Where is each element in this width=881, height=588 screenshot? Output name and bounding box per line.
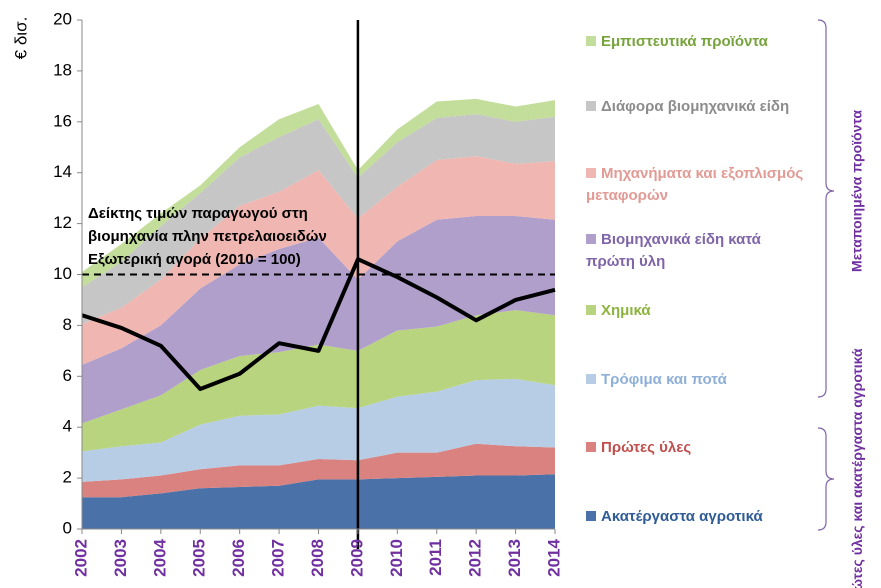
x-tick-label: 2012	[466, 539, 485, 577]
x-tick-label: 2014	[544, 538, 563, 576]
y-axis-label: € δισ.	[11, 17, 30, 60]
legend-label: Εμπιστευτικά προϊόντα	[601, 33, 768, 50]
legend-label: Χημικά	[601, 302, 651, 319]
x-tick-label: 2007	[269, 539, 288, 577]
legend-swatch	[586, 101, 596, 111]
legend-swatch	[586, 168, 596, 178]
legend-item: Μηχανήματα και εξοπλισμός μεταφορών	[586, 163, 811, 207]
legend-item: Τρόφιμα και ποτά	[586, 369, 811, 391]
group-label: Μεταποιημένα προϊόντα	[849, 110, 865, 272]
x-tick-label: 2008	[308, 539, 327, 577]
legend-swatch	[586, 442, 596, 452]
legend-label: Τρόφιμα και ποτά	[601, 371, 727, 388]
legend-swatch	[586, 234, 596, 244]
x-tick-label: 2013	[505, 539, 524, 577]
legend-label: Διάφορα βιομηχανικά είδη	[601, 98, 789, 115]
legend-item: Εμπιστευτικά προϊόντα	[586, 31, 811, 53]
legend-label: Πρώτες ύλες	[601, 439, 691, 456]
legend-label: Ακατέργαστα αγροτικά	[601, 508, 763, 525]
annotation: Εξωτερική αγορά (2010 = 100)	[88, 251, 301, 268]
y-tick-label: 0	[63, 518, 72, 537]
legend-label: Βιομηχανικά είδη κατά πρώτη ύλη	[586, 231, 761, 270]
y-tick-label: 16	[53, 111, 72, 130]
legend-label: Μηχανήματα και εξοπλισμός μεταφορών	[586, 165, 803, 204]
legend-item: Ακατέργαστα αγροτικά	[586, 506, 811, 528]
legend-swatch	[586, 511, 596, 521]
page: € δισ. Δείκτης τιμών παραγωγού στη βιομηχ…	[0, 0, 881, 588]
legend-item: Διάφορα βιομηχανικά είδη	[586, 96, 811, 118]
y-tick-label: 4	[63, 417, 72, 436]
bracket	[818, 20, 834, 397]
chart: € δισ. Δείκτης τιμών παραγωγού στη βιομηχ…	[0, 0, 881, 588]
x-tick-label: 2006	[229, 539, 248, 577]
x-tick-label: 2003	[111, 539, 130, 577]
x-tick-label: 2002	[71, 539, 90, 577]
legend-swatch	[586, 36, 596, 46]
x-tick-label: 2010	[387, 539, 406, 577]
y-tick-label: 14	[53, 162, 72, 181]
annotation: Δείκτης τιμών παραγωγού στη	[88, 205, 308, 222]
legend-swatch	[586, 374, 596, 384]
y-tick-label: 2	[63, 468, 72, 487]
y-tick-label: 6	[63, 366, 72, 385]
legend-item: Βιομηχανικά είδη κατά πρώτη ύλη	[586, 229, 811, 273]
y-tick-label: 18	[53, 60, 72, 79]
group-label: Πρώτες ύλες και ακατέργαστα αγροτικά	[849, 348, 865, 588]
areas	[82, 99, 555, 529]
y-tick-label: 20	[53, 9, 72, 28]
y-tick-label: 12	[53, 213, 72, 232]
group-label: Πρώτες ύλες και ακατέργαστα αγροτικά	[849, 348, 865, 588]
x-tick-label: 2004	[150, 538, 169, 576]
legend-item: Πρώτες ύλες	[586, 437, 811, 459]
y-tick-label: 8	[63, 315, 72, 334]
legend-swatch	[586, 305, 596, 315]
y-tick-label: 10	[53, 264, 72, 283]
legend-item: Χημικά	[586, 300, 811, 322]
annotation: βιομηχανία πλην πετρελαιοειδών	[88, 228, 327, 245]
x-tick-label: 2011	[426, 539, 445, 576]
bracket	[818, 428, 834, 530]
x-tick-label: 2005	[190, 539, 209, 577]
x-tick-label: 2009	[347, 539, 366, 577]
